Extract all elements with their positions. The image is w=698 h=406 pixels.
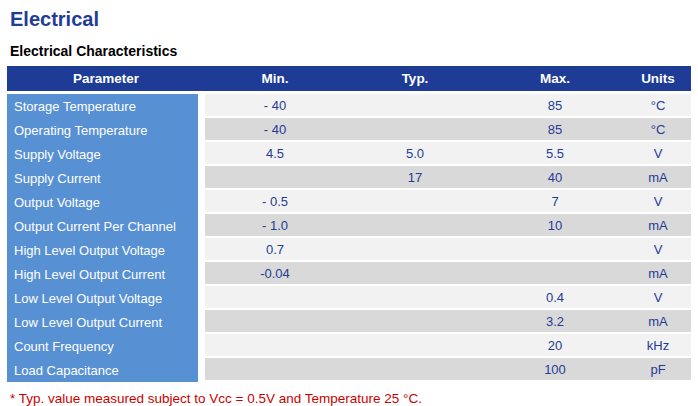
max-cell: 3.2 [485, 310, 625, 334]
max-cell: 20 [485, 334, 625, 358]
table-row: Operating Temperature - 40 85 °C [7, 118, 691, 142]
max-cell: 7 [485, 190, 625, 214]
min-cell: - 0.5 [205, 190, 345, 214]
parameter-cell: Low Level Output Current [7, 310, 198, 334]
max-cell: 85 [485, 94, 625, 118]
column-gap [198, 310, 205, 334]
units-cell: mA [625, 214, 691, 238]
parameter-cell: Output Voltage [7, 190, 198, 214]
max-cell: 85 [485, 118, 625, 142]
max-cell [485, 238, 625, 262]
table-body: Storage Temperature - 40 85 °C Operating… [7, 94, 691, 382]
parameter-cell: Operating Temperature [7, 118, 198, 142]
table-row: Output Current Per Channel - 1.0 10 mA [7, 214, 691, 238]
table-row: Storage Temperature - 40 85 °C [7, 94, 691, 118]
parameter-cell: Low Level Output Voltage [7, 286, 198, 310]
typ-cell [345, 214, 485, 238]
min-cell: - 40 [205, 118, 345, 142]
units-cell: pF [625, 358, 691, 382]
parameter-cell: Load Capacitance [7, 358, 198, 382]
typ-cell [345, 94, 485, 118]
typ-cell [345, 334, 485, 358]
parameter-cell: Storage Temperature [7, 94, 198, 118]
max-cell: 5.5 [485, 142, 625, 166]
parameter-cell: Supply Current [7, 166, 198, 190]
column-gap [198, 166, 205, 190]
column-gap [198, 190, 205, 214]
header-min: Min. [205, 71, 345, 86]
typ-cell [345, 286, 485, 310]
typ-cell: 17 [345, 166, 485, 190]
typ-cell [345, 238, 485, 262]
max-cell: 100 [485, 358, 625, 382]
footnote: * Typ. value measured subject to Vcc = 0… [10, 391, 691, 406]
column-gap [198, 286, 205, 310]
units-cell: kHz [625, 334, 691, 358]
header-typ: Typ. [345, 71, 485, 86]
column-gap [198, 262, 205, 286]
table-row: Output Voltage - 0.5 7 V [7, 190, 691, 214]
min-cell [205, 286, 345, 310]
parameter-cell: High Level Output Current [7, 262, 198, 286]
typ-cell [345, 190, 485, 214]
min-cell [205, 166, 345, 190]
typ-cell [345, 262, 485, 286]
min-cell: 0.7 [205, 238, 345, 262]
max-cell: 10 [485, 214, 625, 238]
table-row: Low Level Output Voltage 0.4 V [7, 286, 691, 310]
max-cell [485, 262, 625, 286]
table-header-row: Parameter Min. Typ. Max. Units [7, 66, 691, 91]
typ-cell [345, 358, 485, 382]
units-cell: mA [625, 310, 691, 334]
header-units: Units [625, 71, 691, 86]
min-cell: -0.04 [205, 262, 345, 286]
column-gap [198, 94, 205, 118]
min-cell: 4.5 [205, 142, 345, 166]
units-cell: mA [625, 262, 691, 286]
table-row: Count Frequency 20 kHz [7, 334, 691, 358]
electrical-characteristics-table: Parameter Min. Typ. Max. Units Storage T… [7, 66, 691, 382]
min-cell [205, 310, 345, 334]
parameter-cell: Supply Voltage [7, 142, 198, 166]
typ-cell: 5.0 [345, 142, 485, 166]
max-cell: 0.4 [485, 286, 625, 310]
min-cell [205, 334, 345, 358]
min-cell: - 1.0 [205, 214, 345, 238]
units-cell: V [625, 190, 691, 214]
column-gap [198, 118, 205, 142]
max-cell: 40 [485, 166, 625, 190]
table-row: Low Level Output Current 3.2 mA [7, 310, 691, 334]
units-cell: mA [625, 166, 691, 190]
page-title: Electrical [10, 8, 691, 31]
units-cell: °C [625, 94, 691, 118]
min-cell: - 40 [205, 94, 345, 118]
typ-cell [345, 118, 485, 142]
column-gap [198, 214, 205, 238]
units-cell: V [625, 142, 691, 166]
datasheet-page: Electrical Electrical Characteristics Pa… [0, 0, 698, 406]
table-row: Supply Voltage 4.5 5.0 5.5 V [7, 142, 691, 166]
parameter-cell: Output Current Per Channel [7, 214, 198, 238]
column-gap [198, 142, 205, 166]
typ-cell [345, 310, 485, 334]
table-row: High Level Output Current -0.04 mA [7, 262, 691, 286]
table-row: Load Capacitance 100 pF [7, 358, 691, 382]
units-cell: °C [625, 118, 691, 142]
header-parameter: Parameter [7, 71, 205, 86]
column-gap [198, 238, 205, 262]
table-row: High Level Output Voltage 0.7 V [7, 238, 691, 262]
min-cell [205, 358, 345, 382]
column-gap [198, 334, 205, 358]
parameter-cell: Count Frequency [7, 334, 198, 358]
section-title: Electrical Characteristics [10, 43, 691, 59]
column-gap [198, 358, 205, 382]
units-cell: V [625, 238, 691, 262]
table-row: Supply Current 17 40 mA [7, 166, 691, 190]
header-max: Max. [485, 71, 625, 86]
units-cell: V [625, 286, 691, 310]
parameter-cell: High Level Output Voltage [7, 238, 198, 262]
